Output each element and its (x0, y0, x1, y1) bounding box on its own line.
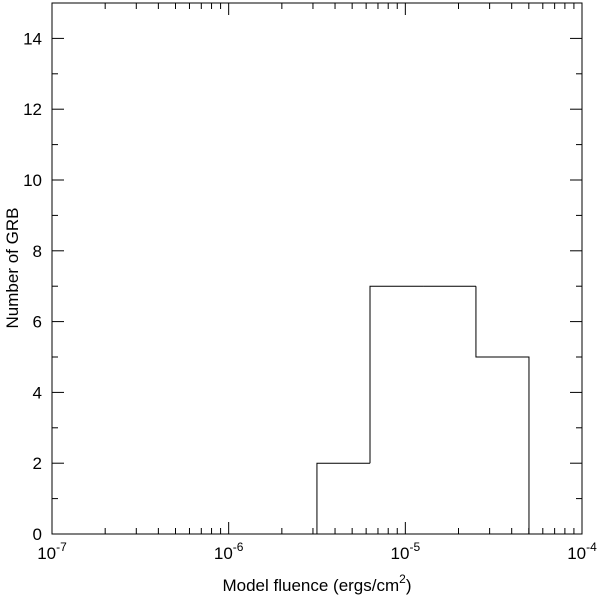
x-axis-label: Model fluence (ergs/cm2) (222, 572, 411, 595)
y-tick-label: 4 (33, 383, 42, 402)
x-tick-label: 10-6 (214, 540, 244, 563)
x-tick-base: 10 (567, 544, 586, 563)
plot-frame (51, 2, 583, 535)
x-axis-label-sup: 2 (399, 572, 406, 586)
x-tick-exponent: -4 (586, 540, 597, 554)
histogram-bar (369, 285, 424, 464)
histogram-bar (475, 286, 530, 534)
y-tick-label: 6 (33, 313, 42, 332)
x-tick-label: 10-7 (37, 540, 67, 563)
y-tick-label: 2 (33, 454, 42, 473)
histogram-bar (316, 462, 371, 534)
y-axis-label: Number of GRB (3, 208, 22, 329)
x-tick-exponent: -6 (233, 540, 244, 554)
y-tick-label: 8 (33, 242, 42, 261)
y-tick-label: 12 (23, 100, 42, 119)
y-tick-label: 14 (23, 29, 42, 48)
x-axis-label-text: Model fluence (ergs/cm (222, 576, 399, 595)
y-tick-label: 10 (23, 171, 42, 190)
y-tick-label: 0 (33, 525, 42, 544)
x-tick-base: 10 (214, 544, 233, 563)
x-tick-base: 10 (391, 544, 410, 563)
x-tick-exponent: -7 (56, 540, 67, 554)
x-tick-exponent: -5 (409, 540, 420, 554)
x-tick-label: 10-4 (567, 540, 597, 563)
x-axis-label-end: ) (406, 576, 412, 595)
x-tick-base: 10 (37, 544, 56, 563)
x-tick-label: 10-5 (391, 540, 421, 563)
